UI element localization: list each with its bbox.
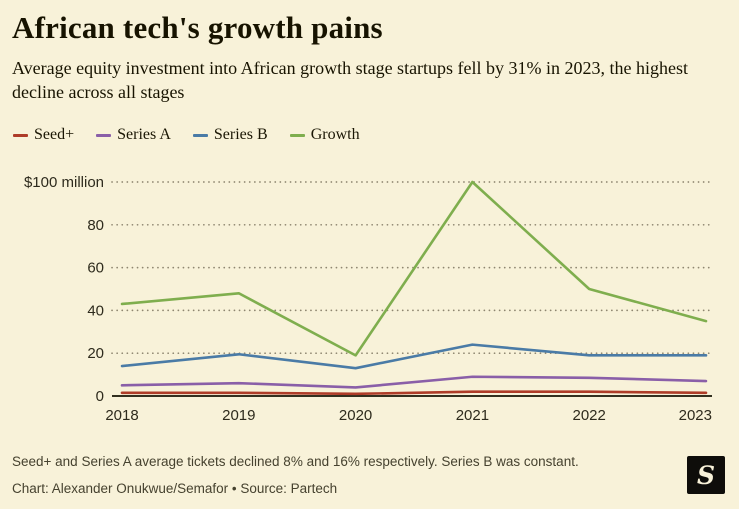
svg-text:40: 40: [87, 302, 104, 319]
legend-swatch-series-b: [192, 133, 208, 137]
svg-text:2023: 2023: [679, 407, 712, 424]
svg-text:60: 60: [87, 260, 104, 277]
logo-square: [687, 456, 725, 494]
series-line-series-b: [120, 343, 708, 370]
series-line-growth: [120, 180, 708, 357]
legend-label-series-a: Series A: [117, 126, 171, 143]
series-line-seed-: [120, 390, 708, 396]
semafor-logo: S: [687, 456, 725, 494]
chart-legend: Seed+ Series A Series B Growth: [13, 126, 360, 144]
svg-text:0: 0: [96, 388, 104, 405]
svg-text:2022: 2022: [573, 407, 606, 424]
svg-text:80: 80: [87, 217, 104, 234]
legend-swatch-seed-plus: [13, 133, 28, 137]
legend-item-seed-plus: Seed+: [13, 126, 74, 144]
chart-title: African tech's growth pains: [12, 10, 383, 45]
series-line-series-a: [120, 375, 708, 389]
legend-label-series-b: Series B: [213, 126, 268, 143]
legend-item-series-a: Series A: [96, 126, 171, 144]
legend-label-seed-plus: Seed+: [34, 126, 75, 143]
svg-text:20: 20: [87, 345, 104, 362]
legend-label-growth: Growth: [310, 126, 360, 143]
line-chart: 0 20 40 60 80 $100 million 2018 2019 2020 2021 202…: [24, 174, 713, 424]
chart-subtitle: Average equity investment into African g…: [12, 58, 689, 102]
svg-text:2019: 2019: [222, 407, 255, 424]
footnote: Seed+ and Series A average tickets decli…: [12, 454, 579, 469]
legend-item-growth: Growth: [289, 126, 360, 144]
svg-text:2018: 2018: [105, 407, 138, 424]
legend-swatch-series-a: [96, 133, 112, 137]
svg-text:2021: 2021: [456, 407, 489, 424]
svg-text:$100 million: $100 million: [24, 174, 104, 191]
legend-item-series-b: Series B: [192, 126, 268, 144]
svg-text:2020: 2020: [339, 407, 372, 424]
legend-swatch-growth: [289, 133, 305, 137]
credit-line: Chart: Alexander Onukwue/Semafor • Sourc…: [12, 481, 338, 496]
logo-letter: S: [697, 461, 715, 490]
